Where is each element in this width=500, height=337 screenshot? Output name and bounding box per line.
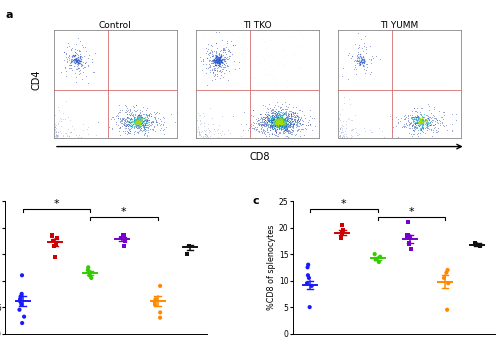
Point [376,254,384,259]
Point [442,270,450,275]
Point [440,275,448,281]
Point [16,299,24,305]
Point [183,251,191,257]
Point [53,236,61,241]
Point [338,230,345,236]
Point [156,315,164,320]
Point [18,273,26,278]
Point [186,243,194,249]
Point [152,297,160,302]
Point [304,265,312,270]
Point [443,307,451,312]
Point [444,267,452,273]
Point [86,270,94,275]
Point [84,265,92,270]
Point [18,302,25,307]
Point [406,236,414,241]
Y-axis label: %CD8 of splenocytes: %CD8 of splenocytes [267,225,276,310]
Text: *: * [54,199,59,209]
Point [49,238,57,244]
Point [122,238,130,244]
Text: c: c [252,196,258,206]
Point [470,241,478,246]
Point [52,241,60,246]
Text: *: * [121,207,126,217]
Point [84,267,92,273]
Point [338,236,345,241]
Text: *: * [408,207,414,217]
Point [404,219,412,225]
Point [88,275,96,281]
Point [48,233,56,238]
Point [304,262,312,267]
Point [150,299,158,305]
Point [308,283,316,288]
Point [20,314,28,319]
Point [117,236,125,241]
Point [16,294,24,299]
Point [120,233,128,238]
Point [156,283,164,288]
Point [50,243,58,249]
Text: a: a [5,10,12,20]
Point [338,227,346,233]
Text: CD8: CD8 [250,152,270,162]
Point [16,307,24,312]
Point [338,222,346,227]
Point [86,273,94,278]
Point [18,320,26,326]
Point [375,259,383,265]
Point [306,304,314,310]
Point [407,246,415,251]
Point [476,243,484,249]
Point [51,254,59,259]
Point [151,302,159,307]
Point [404,233,411,238]
Point [16,297,24,302]
Text: CD4: CD4 [32,69,42,90]
Point [304,273,312,278]
Point [370,251,378,257]
Point [406,241,413,246]
Point [120,243,128,249]
Point [305,275,313,281]
Point [444,280,452,286]
Point [18,291,25,297]
Point [156,310,164,315]
Text: *: * [341,199,347,209]
Point [303,280,311,286]
Point [372,257,380,262]
